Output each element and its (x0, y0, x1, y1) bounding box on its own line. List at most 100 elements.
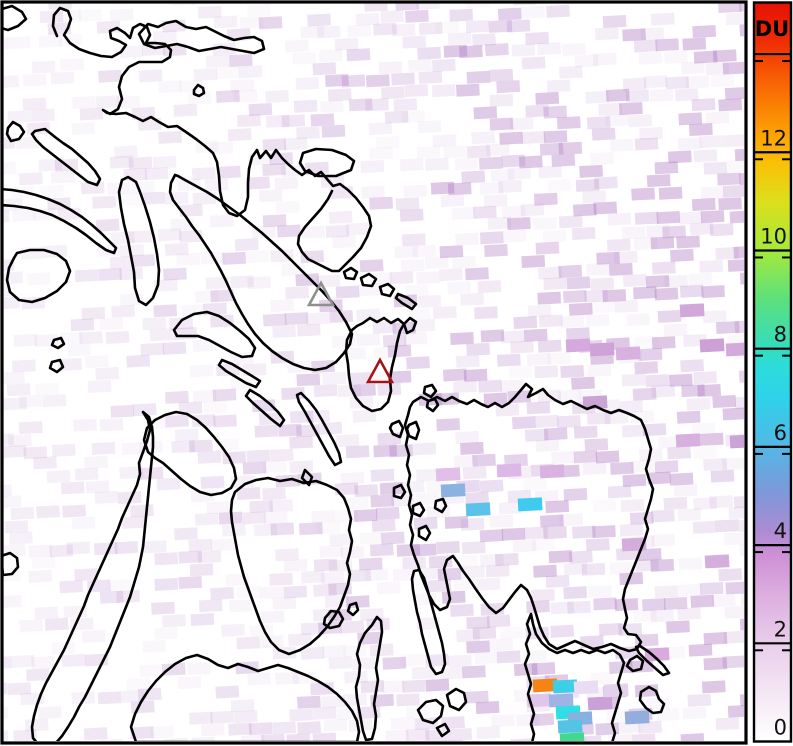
data-pixel (402, 679, 426, 693)
data-pixel (395, 3, 419, 11)
data-pixel (501, 527, 526, 541)
data-pixel (651, 384, 676, 398)
data-pixel (591, 127, 616, 141)
data-pixel (178, 576, 203, 589)
data-pixel (283, 585, 308, 599)
data-pixel (321, 695, 345, 709)
data-pixel (440, 483, 466, 498)
data-pixel (99, 317, 124, 331)
data-pixel (590, 152, 614, 165)
data-pixel (680, 359, 704, 373)
data-pixel (664, 50, 688, 64)
data-pixel (60, 58, 84, 72)
data-pixel (501, 154, 526, 168)
data-pixel (592, 52, 617, 66)
data-pixel (584, 289, 608, 303)
data-pixel (680, 733, 705, 741)
data-pixel (345, 445, 370, 459)
data-pixel (74, 568, 99, 582)
data-pixel (247, 3, 271, 17)
data-pixel (677, 137, 702, 151)
data-pixel (38, 158, 63, 172)
data-pixel (566, 327, 590, 341)
data-pixel (375, 135, 400, 149)
data-pixel (592, 499, 617, 513)
data-pixel (593, 201, 618, 215)
data-pixel (705, 62, 730, 76)
coastline-path (523, 612, 626, 741)
data-pixel (117, 491, 142, 505)
data-pixel (284, 312, 309, 326)
data-pixel (151, 601, 175, 615)
data-pixel (31, 108, 55, 122)
data-pixel (265, 89, 289, 103)
data-pixel (654, 460, 679, 474)
coastline-path (30, 127, 102, 187)
data-pixel (592, 525, 616, 539)
data-pixel (200, 723, 225, 737)
data-pixel (634, 361, 659, 375)
data-pixel (425, 678, 450, 692)
data-pixel (3, 484, 12, 498)
data-pixel (354, 484, 378, 498)
data-pixel (443, 44, 468, 58)
data-pixel (622, 77, 647, 91)
data-pixel (312, 732, 337, 741)
colorbar-tick-label: 12 (760, 126, 787, 150)
data-pixel (163, 267, 187, 281)
data-pixel (313, 558, 338, 572)
data-pixel (729, 434, 744, 449)
data-pixel (3, 162, 17, 175)
data-pixel (710, 74, 735, 88)
data-pixel (215, 438, 239, 452)
data-pixel (521, 5, 545, 19)
data-pixel (131, 181, 155, 195)
data-pixel (416, 468, 440, 482)
data-pixel (677, 607, 701, 621)
data-pixel (619, 400, 643, 414)
data-pixel (524, 428, 549, 442)
data-pixel (484, 244, 508, 257)
data-pixel (632, 387, 657, 401)
data-pixel (369, 146, 394, 160)
volcano-marker-red (365, 357, 395, 384)
data-pixel (727, 258, 744, 272)
data-pixel (643, 75, 668, 89)
data-pixel (654, 585, 679, 599)
data-pixel (530, 713, 555, 727)
data-pixel (31, 555, 56, 569)
data-pixel (510, 340, 534, 354)
data-pixel (667, 446, 691, 460)
data-pixel (474, 306, 498, 320)
data-pixel (591, 300, 615, 314)
data-pixel (194, 512, 219, 526)
data-pixel (205, 54, 230, 68)
data-pixel (557, 719, 583, 734)
data-pixel (31, 656, 55, 669)
data-pixel (712, 49, 737, 63)
data-pixel (248, 103, 273, 116)
data-pixel (313, 384, 338, 398)
data-pixel (234, 238, 259, 252)
data-pixel (380, 531, 405, 545)
data-pixel (165, 414, 189, 428)
data-pixel (412, 442, 437, 456)
data-pixel (733, 495, 744, 509)
data-pixel (189, 439, 213, 453)
data-pixel (662, 225, 686, 239)
data-pixel (709, 223, 734, 237)
data-pixel (496, 463, 522, 478)
data-pixel (621, 373, 646, 387)
data-pixel (177, 178, 201, 192)
data-pixel (99, 418, 124, 432)
data-pixel (547, 179, 572, 193)
data-pixel (19, 172, 43, 186)
data-pixel (278, 423, 302, 437)
data-pixel (360, 680, 385, 693)
data-pixel (325, 74, 349, 87)
data-pixel (85, 480, 110, 494)
data-pixel (700, 210, 725, 224)
data-pixel (689, 222, 714, 236)
data-pixel (123, 168, 148, 181)
data-pixel (23, 446, 48, 460)
